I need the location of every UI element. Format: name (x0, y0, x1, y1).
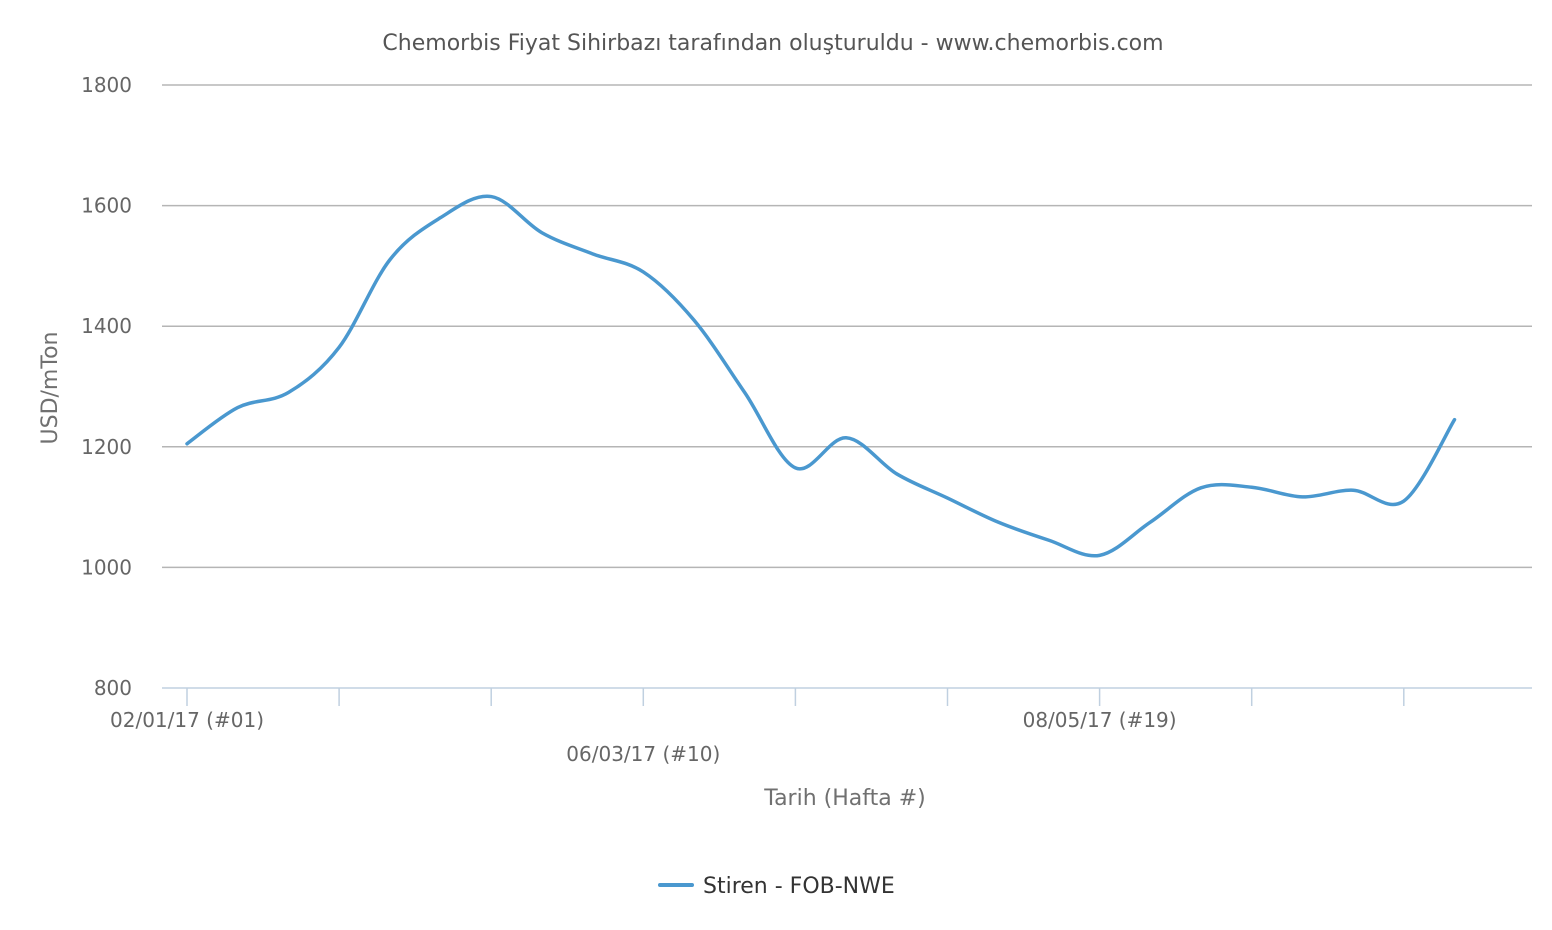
gridlines (162, 84, 1532, 569)
x-tick-label: 08/05/17 (#19) (1023, 708, 1177, 732)
x-tick-label: 02/01/17 (#01) (110, 708, 264, 732)
x-axis: 02/01/17 (#01) 06/03/17 (#10) 08/05/17 (#1… (110, 687, 1532, 766)
y-axis-ticks: 800 1000 1200 1400 1600 1800 (81, 73, 132, 700)
y-tick-label: 1400 (81, 314, 132, 338)
y-tick-label: 1200 (81, 435, 132, 459)
legend[interactable]: Stiren - FOB-NWE (658, 874, 895, 899)
legend-label: Stiren - FOB-NWE (703, 874, 895, 899)
series-line[interactable] (185, 194, 1457, 558)
y-tick-label: 800 (94, 676, 132, 700)
x-tick-label: 06/03/17 (#10) (566, 742, 720, 766)
chart-title: Chemorbis Fiyat Sihirbazı tarafından olu… (382, 31, 1163, 56)
series-lines (185, 194, 1457, 558)
y-tick-label: 1800 (81, 73, 132, 97)
x-axis-title: Tarih (Hafta #) (763, 786, 925, 811)
y-tick-label: 1000 (81, 555, 132, 579)
y-axis-title: USD/mTon (38, 332, 63, 445)
y-tick-label: 1600 (81, 194, 132, 218)
